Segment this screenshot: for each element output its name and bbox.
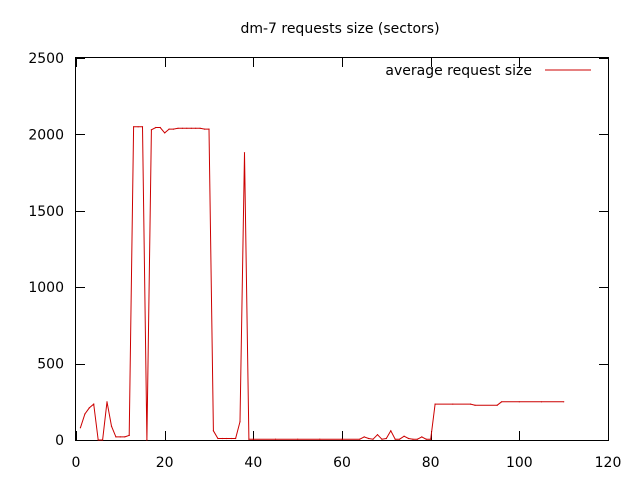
data-point [341, 438, 343, 440]
data-point [434, 403, 436, 405]
data-point [363, 436, 365, 438]
series-points [79, 126, 565, 441]
x-tick-label: 100 [506, 455, 533, 471]
x-tick-label: 80 [422, 455, 440, 471]
data-point [181, 127, 183, 129]
data-point [390, 430, 392, 432]
data-point [368, 437, 370, 440]
data-point [235, 437, 237, 440]
data-point [452, 403, 454, 405]
data-point [407, 437, 410, 440]
series-line-average-request-size [79, 126, 564, 441]
y-axis: 0 500 1000 1500 2000 2500 [28, 51, 608, 449]
y-tick-label: 0 [55, 433, 64, 449]
data-point [79, 427, 81, 429]
data-point [190, 127, 192, 129]
data-point [372, 438, 374, 440]
data-point [168, 128, 170, 130]
data-point [518, 401, 520, 403]
data-point [248, 438, 250, 440]
y-tick-label: 500 [37, 357, 64, 373]
data-point [199, 127, 201, 129]
data-point [84, 413, 86, 415]
data-point [403, 435, 405, 437]
data-point [425, 438, 427, 440]
data-point [93, 403, 95, 405]
chart-title: dm-7 requests size (sectors) [240, 21, 439, 37]
data-point [159, 126, 161, 129]
data-point [394, 438, 396, 440]
data-point [141, 126, 144, 128]
data-point [540, 401, 543, 403]
data-point [412, 438, 414, 440]
data-point [359, 438, 361, 440]
data-point [470, 403, 472, 405]
y-tick-label: 2500 [28, 51, 64, 67]
data-point [88, 407, 90, 409]
data-point [146, 439, 148, 441]
x-tick-label: 20 [156, 455, 174, 471]
data-point [243, 152, 246, 154]
x-axis: 0 20 40 60 80 100 120 [72, 58, 622, 471]
data-point [297, 438, 299, 440]
plot-border [75, 57, 609, 441]
y-tick-label: 2000 [28, 127, 64, 143]
data-point [115, 436, 117, 438]
x-tick-label: 60 [333, 455, 351, 471]
data-point [421, 436, 423, 438]
data-point [252, 438, 254, 440]
x-tick-label: 0 [72, 455, 81, 471]
data-point [106, 401, 108, 403]
data-point [430, 438, 432, 440]
data-point [119, 436, 121, 438]
data-point [376, 434, 379, 436]
data-point [155, 126, 157, 129]
data-point [164, 132, 166, 134]
data-point [208, 128, 210, 130]
data-point [137, 126, 139, 128]
legend: average request size [385, 63, 591, 79]
legend-label: average request size [385, 63, 532, 79]
data-point [110, 425, 113, 427]
data-point [186, 127, 188, 129]
data-point [133, 126, 135, 128]
data-point [381, 438, 383, 440]
data-point [97, 439, 99, 441]
data-point [230, 437, 232, 440]
data-point [474, 404, 476, 406]
data-point [274, 438, 277, 440]
y-tick-label: 1000 [28, 280, 64, 296]
data-point [102, 439, 104, 441]
data-point [239, 421, 241, 423]
data-point [563, 401, 565, 403]
data-point [399, 438, 401, 440]
data-point [177, 127, 179, 129]
data-point [204, 128, 206, 130]
data-point [217, 437, 219, 440]
data-point [226, 437, 228, 440]
data-point [319, 438, 321, 440]
x-tick-label: 120 [595, 455, 622, 471]
data-point [124, 436, 126, 438]
data-point [212, 430, 214, 432]
data-point [416, 438, 418, 440]
data-point [128, 434, 130, 436]
data-point [172, 128, 175, 130]
data-point [496, 404, 498, 406]
data-point [501, 401, 503, 403]
y-tick-label: 1500 [28, 204, 64, 220]
data-point [221, 437, 223, 440]
data-point [385, 437, 387, 440]
x-tick-label: 40 [244, 455, 262, 471]
data-point [150, 129, 152, 131]
data-point [195, 127, 197, 129]
